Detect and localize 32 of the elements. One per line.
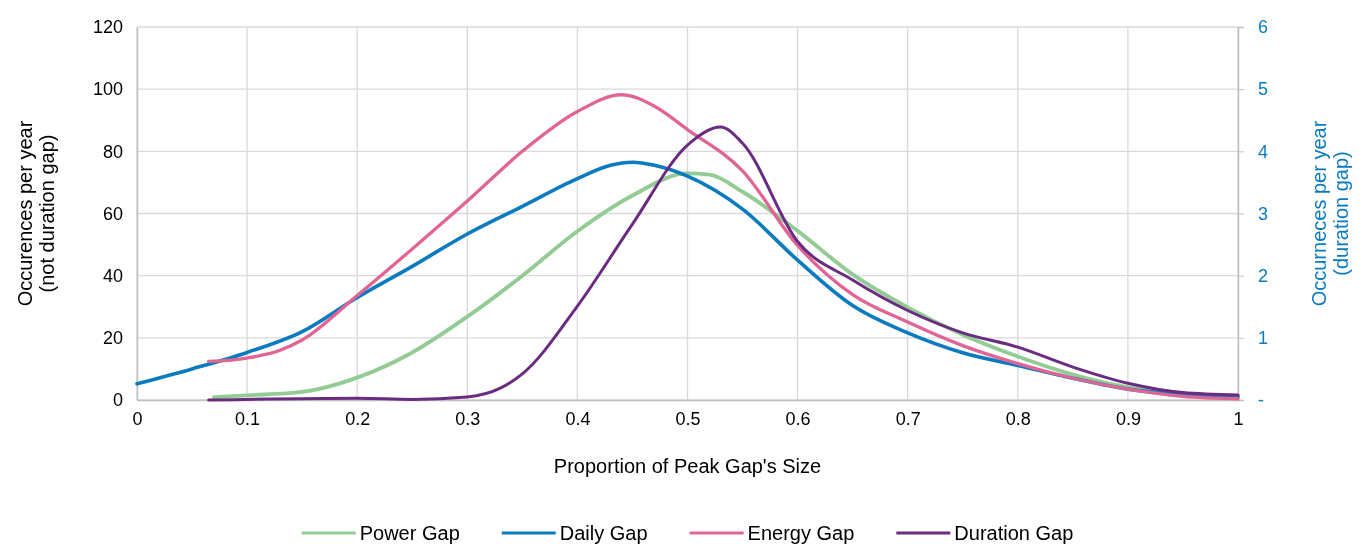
legend-label: Power Gap — [359, 522, 460, 544]
legend-label: Daily Gap — [559, 522, 648, 544]
y-tick-label: 60 — [102, 203, 123, 224]
x-axis-title: Proportion of Peak Gap's Size — [553, 455, 822, 477]
legend-label: Energy Gap — [747, 522, 855, 544]
y-tick-label: 40 — [102, 265, 123, 286]
y2-tick-label: 6 — [1258, 17, 1269, 38]
y-axis-title: Occurences per year (not duration gap) — [14, 120, 58, 307]
y2-tick-label: 1 — [1258, 328, 1269, 349]
y-tick-label: 120 — [92, 17, 123, 38]
y-tick-label: 100 — [92, 79, 123, 100]
y2-tick-label: 2 — [1258, 265, 1269, 286]
x-tick-label: 0.8 — [1005, 408, 1031, 429]
y2-tick-label: 4 — [1258, 141, 1269, 162]
y2-tick-label: - — [1258, 390, 1264, 411]
x-tick-label: 0 — [132, 408, 143, 429]
x-tick-label: 0.4 — [565, 408, 591, 429]
y2-axis-title: Occurneces per year (duration gap) — [1308, 120, 1352, 307]
x-tick-label: 0.3 — [455, 408, 481, 429]
x-tick-label: 0.7 — [895, 408, 921, 429]
x-tick-label: 0.6 — [785, 408, 811, 429]
x-tick-label: 0.1 — [235, 408, 261, 429]
x-tick-label: 1 — [1233, 408, 1244, 429]
y-tick-label: 20 — [102, 328, 123, 349]
y-tick-label: 80 — [102, 141, 123, 162]
y2-tick-label: 3 — [1258, 203, 1269, 224]
x-tick-label: 0.9 — [1115, 408, 1141, 429]
legend-label: Duration Gap — [954, 522, 1074, 544]
y-tick-label: 0 — [112, 390, 123, 411]
x-tick-label: 0.5 — [675, 408, 701, 429]
x-tick-label: 0.2 — [345, 408, 371, 429]
y2-tick-label: 5 — [1258, 79, 1269, 100]
